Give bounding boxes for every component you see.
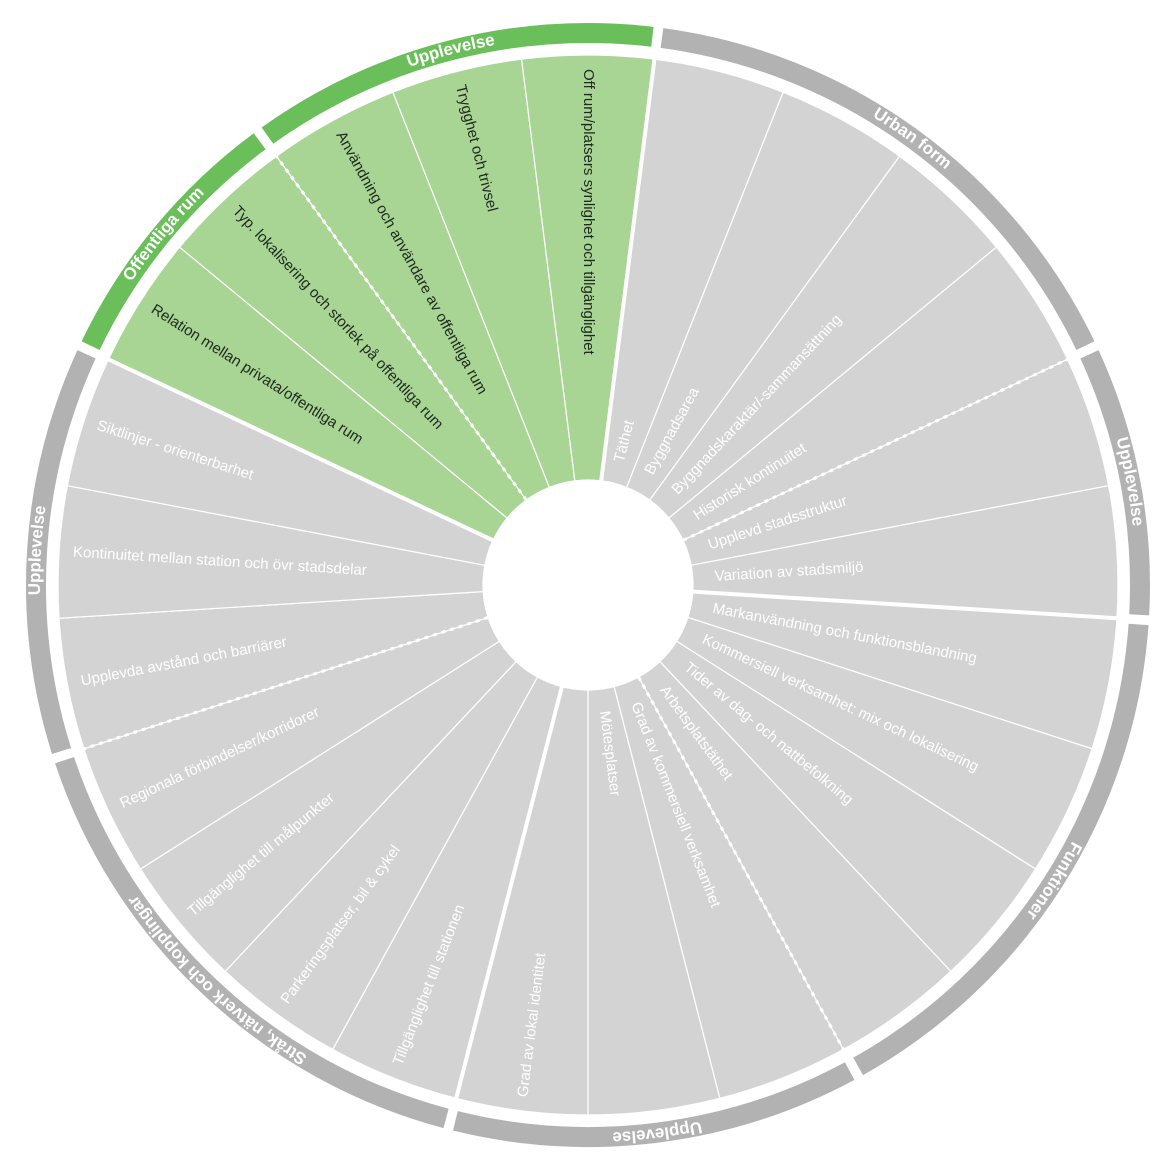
divider-dotted: [83, 616, 489, 751]
divider-dotted: [637, 676, 845, 1051]
wedges: [57, 54, 1119, 1116]
divider-solid: [692, 589, 1118, 621]
ring-segment: [660, 28, 1095, 350]
item-label: Off rum/platsers synlighet och tillgängl…: [580, 69, 597, 356]
ring-segment: [1080, 350, 1150, 616]
ring-segment: [853, 623, 1149, 1076]
ring-segment: [81, 133, 266, 350]
ring-label-text: Upplevelse: [1112, 435, 1147, 527]
ring-label: Upplevelse: [1112, 435, 1147, 527]
center-hole: [483, 480, 693, 690]
ring-label: Upplevelse: [612, 1117, 704, 1147]
ring-segment: [26, 350, 96, 754]
ring-segment: [261, 23, 654, 144]
divider-dotted: [275, 155, 528, 501]
divider-dotted: [682, 357, 1069, 542]
ring-label-text: Upplevelse: [612, 1117, 704, 1147]
ring-segment: [55, 756, 449, 1129]
divider-solid: [107, 357, 494, 543]
divider-solid: [599, 58, 657, 482]
divider-solid: [454, 686, 564, 1099]
dividers: [83, 58, 1118, 1099]
ring-segment: [452, 1062, 855, 1147]
